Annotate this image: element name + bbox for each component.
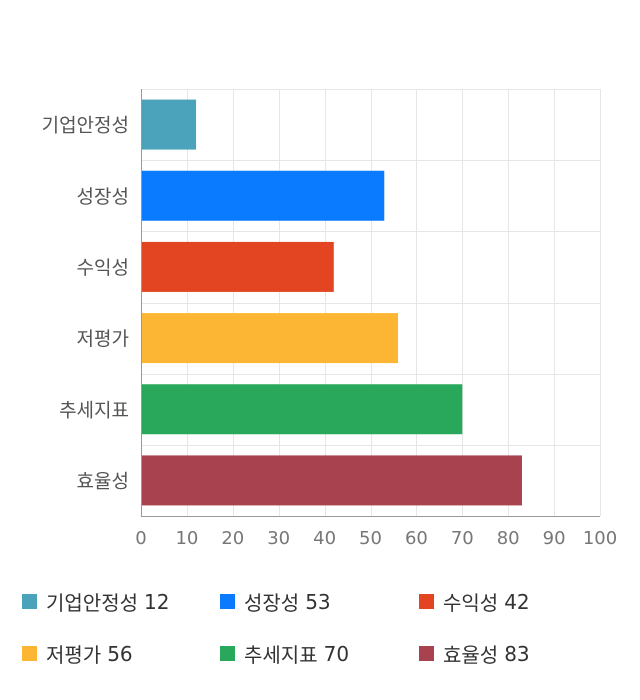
x-tick-label: 10 <box>175 528 198 549</box>
legend-item: 효율성 83 <box>419 639 530 668</box>
category-label: 수익성 <box>77 257 129 279</box>
category-label: 효율성 <box>77 470 129 492</box>
legend-label: 저평가 <box>46 643 102 667</box>
category-label: 기업안정성 <box>42 115 129 137</box>
legend-value: 56 <box>107 641 133 666</box>
category-label: 저평가 <box>77 328 129 350</box>
bar <box>142 99 197 150</box>
legend-swatch <box>22 646 37 661</box>
grid-lines <box>141 89 601 517</box>
bar <box>142 455 522 506</box>
legend-item: 기업안정성 12 <box>22 587 169 616</box>
legend-label: 기업안정성 <box>46 591 138 615</box>
legend-swatch <box>220 594 235 609</box>
legend: 기업안정성 12 성장성 53 수익성 42 저평가 56 추세지표 70 효율성 83 <box>0 578 640 688</box>
legend-swatch <box>419 646 434 661</box>
legend-swatch <box>22 594 37 609</box>
legend-value: 53 <box>305 589 331 614</box>
category-label: 추세지표 <box>59 399 129 421</box>
bar <box>142 384 463 435</box>
legend-value: 12 <box>144 589 170 614</box>
x-tick-label: 20 <box>221 528 244 549</box>
bars <box>142 99 522 506</box>
legend-label: 성장성 <box>244 591 300 615</box>
legend-item: 수익성 42 <box>419 587 530 616</box>
legend-value: 83 <box>504 641 530 666</box>
x-tick-label: 0 <box>135 528 146 549</box>
legend-swatch <box>220 646 235 661</box>
bar <box>142 170 385 221</box>
x-tick-label: 60 <box>405 528 428 549</box>
legend-item: 저평가 56 <box>22 639 133 668</box>
x-tick-label: 70 <box>451 528 474 549</box>
legend-label: 추세지표 <box>244 643 318 667</box>
x-tick-label: 80 <box>497 528 520 549</box>
x-tick-label: 30 <box>267 528 290 549</box>
x-tick-label: 50 <box>359 528 382 549</box>
x-tick-label: 100 <box>583 528 617 549</box>
x-tick-label: 90 <box>543 528 566 549</box>
legend-item: 추세지표 70 <box>220 639 349 668</box>
legend-label: 효율성 <box>443 643 499 667</box>
legend-swatch <box>419 594 434 609</box>
bar <box>142 313 399 364</box>
legend-item: 성장성 53 <box>220 587 331 616</box>
category-label: 성장성 <box>77 186 129 208</box>
legend-label: 수익성 <box>443 591 499 615</box>
legend-value: 70 <box>323 641 350 666</box>
x-axis-ticks: 0 10 20 30 40 50 60 70 80 90 100 <box>135 528 617 549</box>
bar <box>142 241 334 292</box>
x-tick-label: 40 <box>313 528 336 549</box>
legend-value: 42 <box>504 589 530 614</box>
